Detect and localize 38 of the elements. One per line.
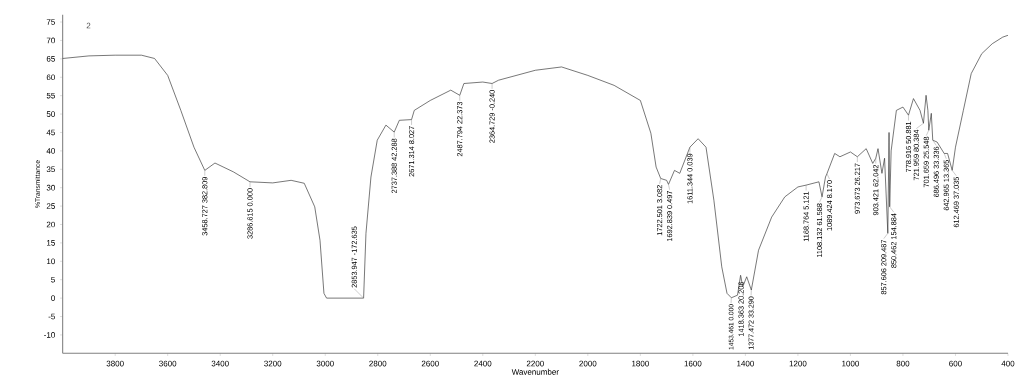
x-tick-label: 1800 xyxy=(632,360,649,367)
x-axis-title: Wavenumber xyxy=(511,368,559,375)
x-tick-label: 1000 xyxy=(842,360,860,367)
y-tick-label: 60 xyxy=(46,74,55,81)
x-tick-label: 600 xyxy=(949,360,962,367)
y-tick-label: 75 xyxy=(46,19,55,25)
x-tick-label: 3800 xyxy=(106,360,124,367)
y-tick-label: -5 xyxy=(48,313,55,320)
y-tick-label: 0 xyxy=(51,295,55,301)
y-tick-label: 65 xyxy=(46,56,55,62)
x-tick-label: 2000 xyxy=(579,360,597,367)
y-tick-label: 20 xyxy=(46,221,55,228)
x-tick-label: 2600 xyxy=(421,360,439,367)
y-tick-label: 40 xyxy=(46,148,55,154)
y-tick-label: 30 xyxy=(46,184,55,191)
y-tick-label: 70 xyxy=(46,37,55,44)
x-tick-label: 1600 xyxy=(684,360,702,367)
y-tick-label: 45 xyxy=(46,129,55,136)
annotation: 2 xyxy=(86,22,91,29)
y-tick-label: 55 xyxy=(46,92,55,99)
x-tick-label: 1400 xyxy=(737,360,754,367)
x-tick-label: 800 xyxy=(896,360,910,367)
y-tick-label: 25 xyxy=(46,203,55,209)
y-tick-label: 35 xyxy=(46,166,55,173)
x-tick-label: 3000 xyxy=(316,360,334,367)
y-tick-label: 15 xyxy=(46,240,55,246)
x-tick-label: 3400 xyxy=(211,360,229,367)
x-tick-label: 400 xyxy=(1001,360,1015,367)
x-tick-label: 2400 xyxy=(474,360,492,367)
y-tick-label: 10 xyxy=(46,258,55,265)
y-tick-label: 5 xyxy=(51,276,55,283)
x-tick-label: 3200 xyxy=(264,360,282,367)
x-tick-label: 1200 xyxy=(789,360,807,367)
x-tick-label: 2800 xyxy=(369,360,387,367)
y-tick-label: -10 xyxy=(44,332,55,338)
x-tick-label: 3600 xyxy=(159,360,177,367)
y-tick-label: 50 xyxy=(46,111,55,117)
x-tick-label: 2200 xyxy=(526,360,544,367)
